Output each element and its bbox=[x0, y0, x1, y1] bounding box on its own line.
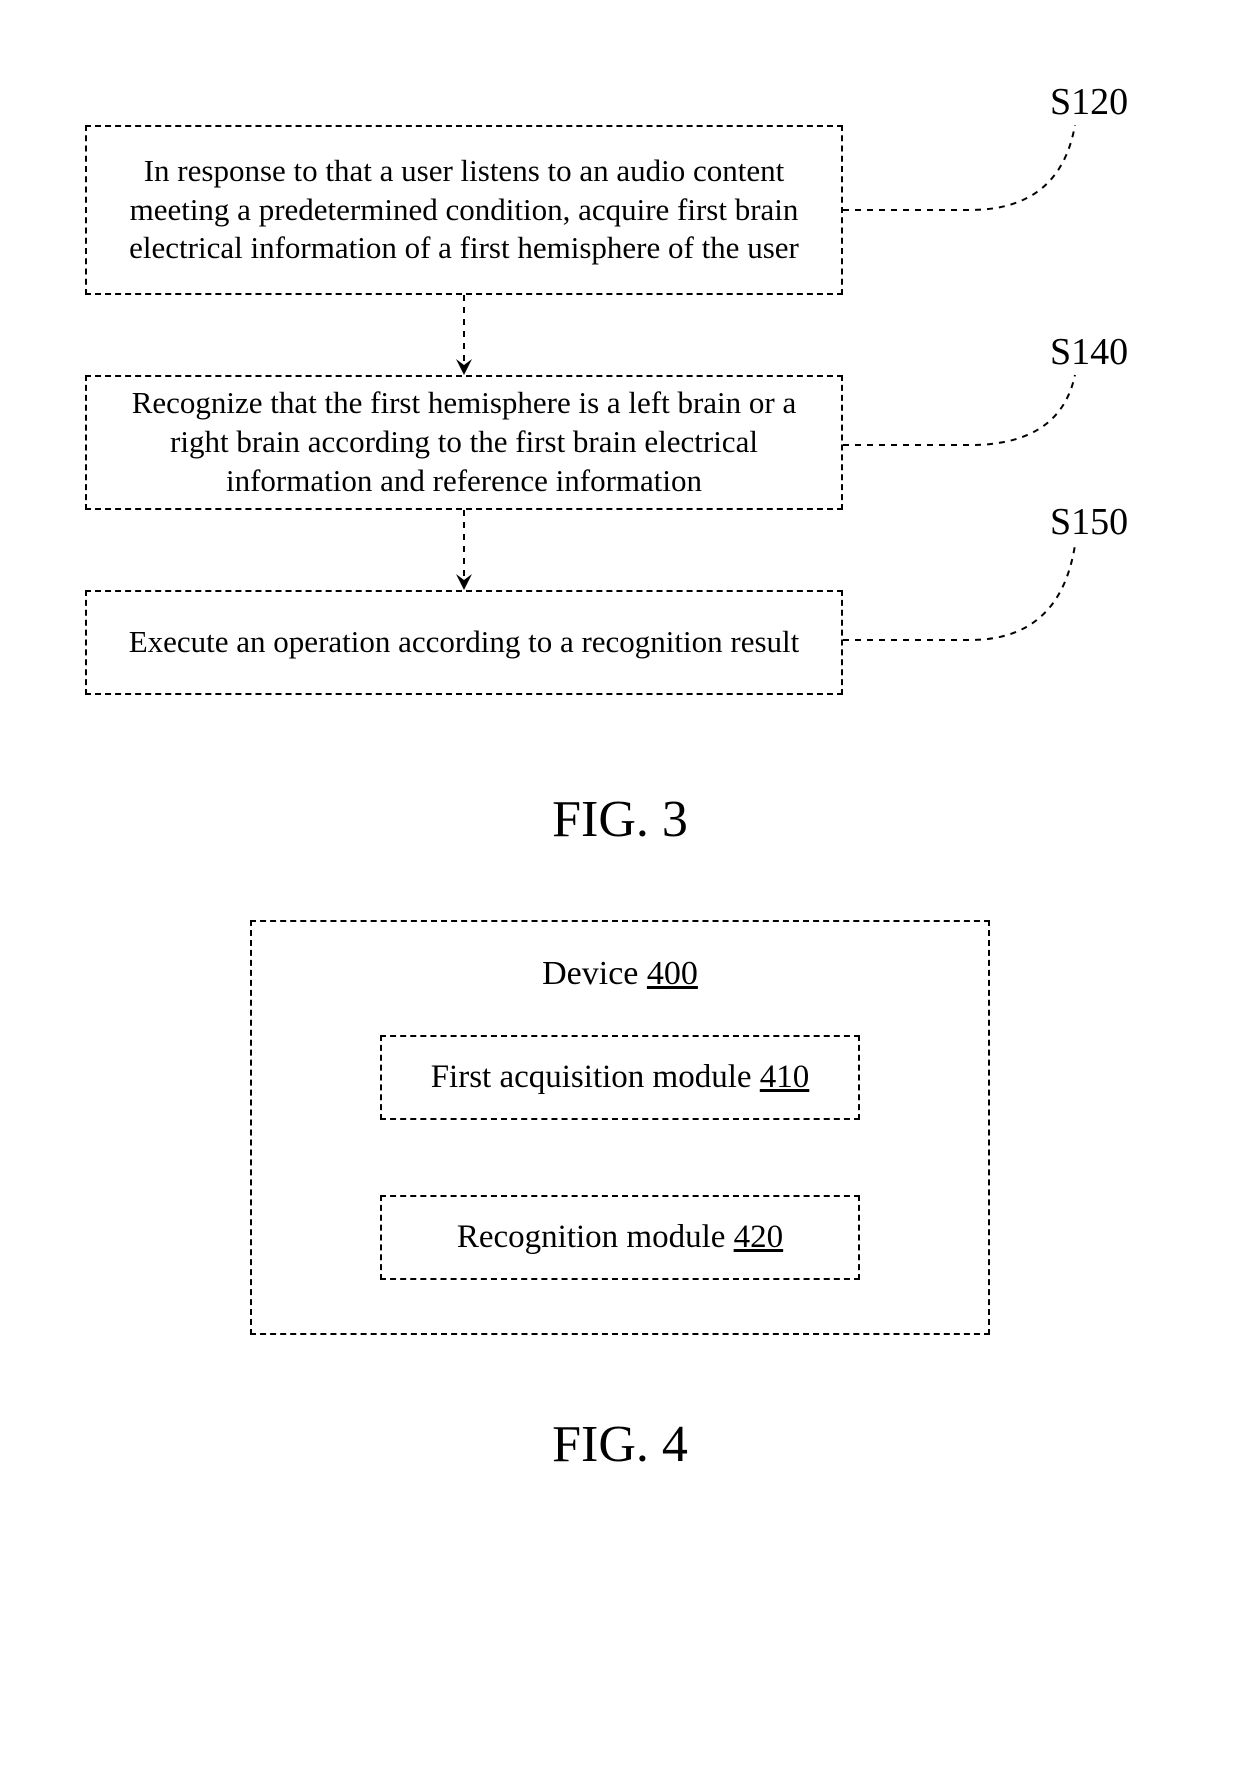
module-410-num: 410 bbox=[760, 1059, 810, 1095]
flow-box-s120: In response to that a user listens to an… bbox=[85, 125, 843, 295]
leader-s150 bbox=[843, 545, 1075, 640]
device-title-num: 400 bbox=[647, 955, 698, 992]
fig4-caption: FIG. 4 bbox=[0, 1415, 1240, 1474]
diagram-container: In response to that a user listens to an… bbox=[0, 0, 1240, 1769]
flow-text-s120: In response to that a user listens to an… bbox=[107, 152, 821, 268]
module-text-420: Recognition module 420 bbox=[457, 1219, 783, 1256]
leader-s140 bbox=[843, 375, 1075, 445]
flow-box-s150: Execute an operation according to a reco… bbox=[85, 590, 843, 695]
label-s120: S120 bbox=[1050, 80, 1128, 124]
module-410-prefix: First acquisition module bbox=[431, 1059, 760, 1095]
fig3-caption: FIG. 3 bbox=[0, 790, 1240, 849]
flow-text-s140: Recognize that the first hemisphere is a… bbox=[107, 384, 821, 500]
leader-s120 bbox=[843, 125, 1075, 210]
module-box-410: First acquisition module 410 bbox=[380, 1035, 860, 1120]
device-title: Device 400 bbox=[250, 955, 990, 993]
module-420-prefix: Recognition module bbox=[457, 1219, 734, 1255]
label-s150: S150 bbox=[1050, 500, 1128, 544]
module-box-420: Recognition module 420 bbox=[380, 1195, 860, 1280]
device-title-prefix: Device bbox=[542, 955, 647, 992]
module-text-410: First acquisition module 410 bbox=[431, 1059, 810, 1096]
flow-box-s140: Recognize that the first hemisphere is a… bbox=[85, 375, 843, 510]
label-s140: S140 bbox=[1050, 330, 1128, 374]
flow-text-s150: Execute an operation according to a reco… bbox=[129, 623, 800, 662]
module-420-num: 420 bbox=[734, 1219, 784, 1255]
